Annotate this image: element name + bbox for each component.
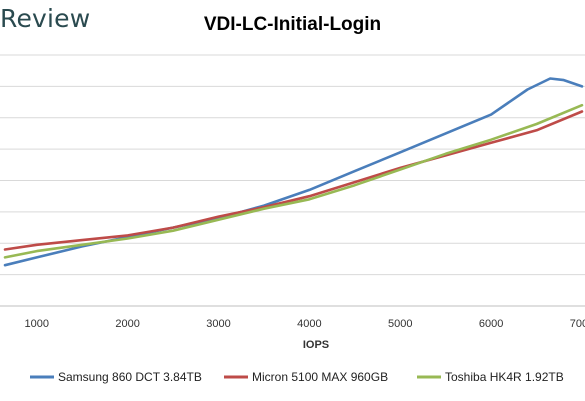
chart-title: VDI-LC-Initial-Login (203, 14, 382, 35)
brand-logo-text: Review (0, 4, 91, 33)
legend-label: Samsung 860 DCT 3.84TB (58, 370, 202, 384)
x-tick-label: 3000 (206, 318, 230, 330)
gridlines (0, 54, 585, 307)
legend-item: Micron 5100 MAX 960GB (224, 370, 388, 384)
series-line-3 (3, 103, 584, 259)
x-tick-label: 6000 (479, 318, 503, 330)
x-tick-label: 2000 (115, 318, 139, 330)
legend-item: Samsung 860 DCT 3.84TB (30, 370, 202, 384)
x-tick-label: 1000 (25, 318, 49, 330)
series-line-1 (3, 77, 584, 267)
legend-item: Toshiba HK4R 1.92TB (417, 370, 564, 384)
legend: Samsung 860 DCT 3.84TB Micron 5100 MAX 96… (30, 370, 564, 384)
series-lines (3, 77, 584, 267)
x-tick-labels: 1000 2000 3000 4000 5000 6000 7000 (25, 318, 585, 330)
series-line-2 (3, 110, 584, 251)
legend-label: Toshiba HK4R 1.92TB (445, 370, 564, 384)
legend-label: Micron 5100 MAX 960GB (252, 370, 388, 384)
x-axis-title: IOPS (303, 339, 329, 351)
x-tick-label: 5000 (388, 318, 412, 330)
x-tick-label: 4000 (297, 318, 321, 330)
x-tick-label: 7000 (570, 318, 585, 330)
